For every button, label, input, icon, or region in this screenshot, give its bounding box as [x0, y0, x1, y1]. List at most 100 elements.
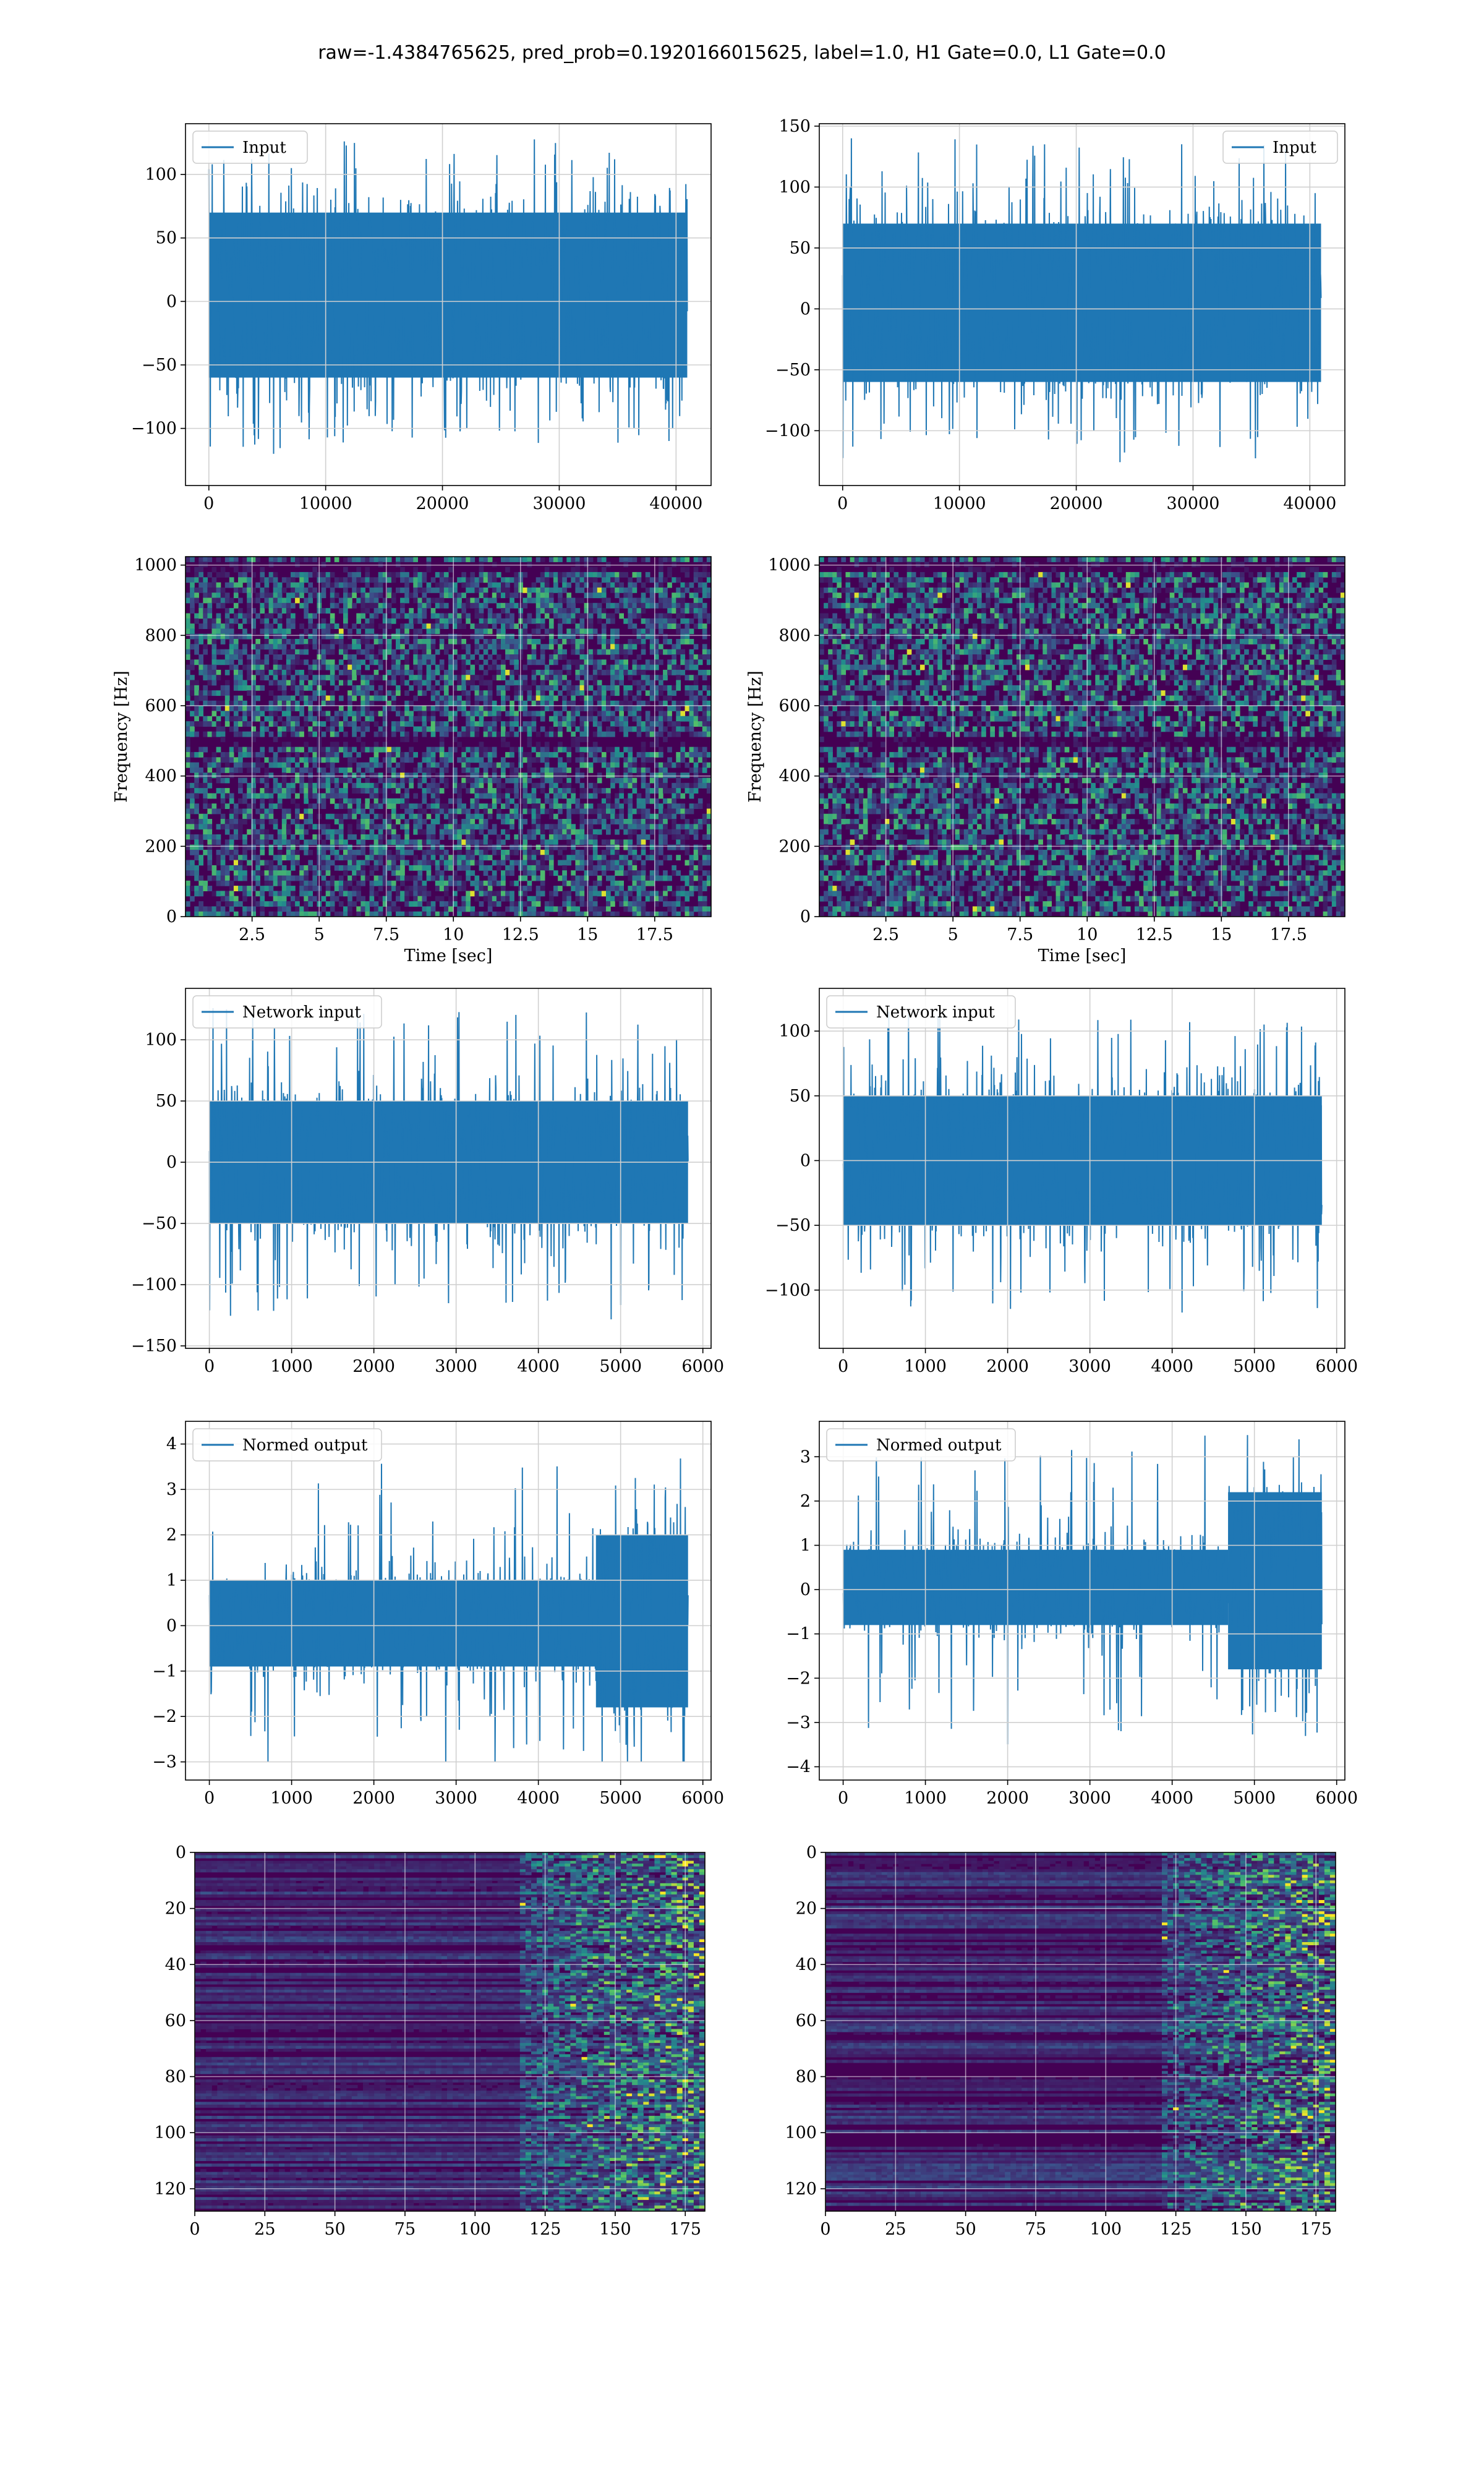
l1-input-grid	[819, 124, 1345, 486]
h1-feature-map-xtick-label: 175	[669, 2220, 701, 2239]
l1-input-chart: 0 10000 20000 30000 40000 −100 −50 0 50 100 150 Inp…	[765, 117, 1345, 513]
h1-feature-map-ytick-label: 20	[165, 1899, 186, 1919]
h1-feature-map-ytick-label: 60	[165, 2011, 186, 2031]
h1-normed-output-xtick-label: 4000	[517, 1789, 560, 1808]
h1-spectrogram-xtick-label: 5	[314, 925, 325, 944]
h1-spectrogram-xtick-label: 10	[443, 925, 464, 944]
h1-network-input-legend-label: Network input	[242, 1003, 361, 1022]
h1-input-ytick-label: 50	[156, 229, 177, 248]
h1-feature-map-ytick-label: 100	[154, 2123, 186, 2142]
l1-feature-map-xtick-label: 125	[1160, 2220, 1192, 2239]
h1-feature-map-xtick-label: 25	[254, 2220, 275, 2239]
l1-spectrogram-ytick-label: 400	[778, 767, 811, 786]
l1-network-input-plot-area	[819, 988, 1345, 1348]
l1-normed-output-xtick-label: 3000	[1068, 1789, 1111, 1808]
l1-network-input-ytick-label: 0	[800, 1151, 811, 1170]
h1-network-input-ytick-label: −100	[131, 1275, 177, 1295]
h1-feature-map-xtick-label: 50	[324, 2220, 345, 2239]
h1-network-input-xtick-label: 5000	[599, 1357, 642, 1376]
l1-input-series-line	[842, 138, 1322, 463]
h1-input-grid	[186, 124, 711, 486]
h1-feature-map-ytick-label: 80	[165, 2068, 186, 2087]
h1-spectrogram-ytick-label: 0	[166, 907, 177, 927]
h1-normed-output-ytick-label: −1	[152, 1662, 177, 1681]
h1-input-legend-label: Input	[242, 139, 286, 157]
l1-feature-map-ytick-label: 60	[796, 2011, 817, 2031]
l1-feature-map-xtick-label: 25	[885, 2220, 906, 2239]
h1-feature-map-xtick-label: 150	[599, 2220, 631, 2239]
l1-spectrogram-xtick-label: 12.5	[1136, 925, 1173, 944]
h1-input-xtick-label: 10000	[299, 494, 352, 513]
l1-input-xtick-label: 30000	[1166, 494, 1219, 513]
h1-feature-map-grid	[195, 1852, 705, 2211]
l1-input-xtick-label: 20000	[1050, 494, 1103, 513]
l1-spectrogram-chart: 2.5 5 7.5 10 12.5 15 17.5 0 200 400 600 800 1000 Time…	[746, 556, 1345, 965]
h1-spectrogram-ytick-label: 200	[145, 837, 177, 856]
l1-input-plot-area	[819, 124, 1345, 486]
l1-network-input-xtick-label: 6000	[1315, 1357, 1358, 1376]
h1-network-input-xtick-label: 4000	[517, 1357, 560, 1376]
l1-network-input-ytick-label: −100	[765, 1281, 811, 1300]
h1-feature-map-plot-area	[195, 1852, 705, 2211]
l1-input-ytick-label: −50	[775, 361, 811, 380]
l1-input-ytick-label: 150	[778, 117, 811, 136]
h1-network-input-chart: 0 1000 2000 3000 4000 5000 6000 −150 −100 −50 0 50 1…	[131, 988, 724, 1376]
l1-network-input-grid	[819, 988, 1345, 1348]
l1-normed-output-ytick-label: 2	[800, 1492, 811, 1511]
h1-network-input-xtick-label: 2000	[352, 1357, 395, 1376]
h1-normed-output-legend: Normed output	[192, 1428, 382, 1462]
h1-input-xtick-label: 20000	[416, 494, 469, 513]
h1-input-legend: Input	[192, 131, 308, 164]
l1-feature-map-heatmap-cells	[825, 1852, 1336, 2211]
h1-normed-output-ytick-label: 4	[166, 1435, 177, 1454]
l1-network-input-xtick-label: 2000	[986, 1357, 1029, 1376]
l1-network-input-series-line	[842, 1011, 1323, 1313]
h1-input-xtick-label: 30000	[532, 494, 586, 513]
h1-network-input-xtick-label: 3000	[435, 1357, 477, 1376]
l1-network-input-xtick-label: 1000	[904, 1357, 947, 1376]
l1-spectrogram-frame	[819, 556, 1345, 917]
l1-feature-map-xtick-label: 75	[1025, 2220, 1046, 2239]
h1-network-input-ytick-label: −150	[131, 1337, 177, 1356]
h1-spectrogram-xtick-label: 17.5	[636, 925, 673, 944]
h1-spectrogram-xtick-label: 7.5	[373, 925, 399, 944]
l1-spectrogram-xtick-label: 15	[1211, 925, 1232, 944]
h1-feature-map-chart: 0 25 50 75 100 125 150 175 0 20 40 60 80 100 120	[154, 1843, 706, 2239]
l1-network-input-ytick-label: 50	[790, 1087, 811, 1106]
l1-input-legend-label: Input	[1273, 139, 1316, 157]
l1-normed-output-plot-area	[819, 1421, 1345, 1780]
l1-spectrogram-ylabel: Frequency [Hz]	[746, 670, 765, 802]
l1-network-input-xtick-label: 0	[838, 1357, 848, 1376]
h1-normed-output-legend-box	[192, 1428, 382, 1462]
h1-normed-output-chart: 0 1000 2000 3000 4000 5000 6000 −3 −2 −1 0 1 2 3 4 Norm…	[152, 1421, 724, 1808]
h1-spectrogram-xtick-label: 15	[577, 925, 598, 944]
h1-normed-output-xtick-label: 5000	[599, 1789, 642, 1808]
l1-normed-output-ytick-label: 3	[800, 1447, 811, 1466]
l1-feature-map-xtick-label: 0	[820, 2220, 830, 2239]
h1-normed-output-ytick-label: 3	[166, 1480, 177, 1499]
l1-spectrogram-ytick-label: 200	[778, 837, 811, 856]
h1-feature-map-ytick-label: 120	[154, 2180, 186, 2199]
h1-normed-output-plot-area	[186, 1421, 711, 1780]
h1-spectrogram-ytick-label: 800	[145, 626, 177, 645]
page-title: raw=-1.4384765625, pred_prob=0.192016601…	[0, 42, 1484, 64]
l1-spectrogram-heatmap-cells	[819, 557, 1345, 917]
h1-normed-output-xtick-label: 0	[204, 1789, 215, 1808]
l1-input-ytick-label: 100	[778, 178, 811, 197]
l1-network-input-legend-label: Network input	[876, 1003, 995, 1022]
h1-input-ytick-label: −100	[131, 419, 177, 439]
h1-feature-map-frame	[194, 1852, 706, 2212]
l1-normed-output-ytick-label: −3	[786, 1713, 811, 1732]
h1-input-chart: 0 10000 20000 30000 40000 −100 −50 0 50 100 Input	[131, 123, 712, 513]
l1-input-ytick-label: 0	[800, 299, 811, 319]
l1-network-input-ytick-label: −50	[775, 1216, 811, 1235]
h1-spectrogram-xtick-label: 2.5	[239, 925, 265, 944]
h1-normed-output-xtick-label: 2000	[352, 1789, 395, 1808]
l1-spectrogram-xtick-label: 17.5	[1270, 925, 1307, 944]
h1-feature-map-xtick-label: 125	[529, 2220, 561, 2239]
l1-input-ytick-label: 50	[790, 239, 811, 258]
h1-spectrogram-xlabel: Time [sec]	[404, 946, 493, 965]
l1-spectrogram-ytick-label: 600	[778, 696, 811, 716]
l1-normed-output-legend-box	[826, 1428, 1016, 1462]
h1-spectrogram-grid	[186, 557, 711, 917]
